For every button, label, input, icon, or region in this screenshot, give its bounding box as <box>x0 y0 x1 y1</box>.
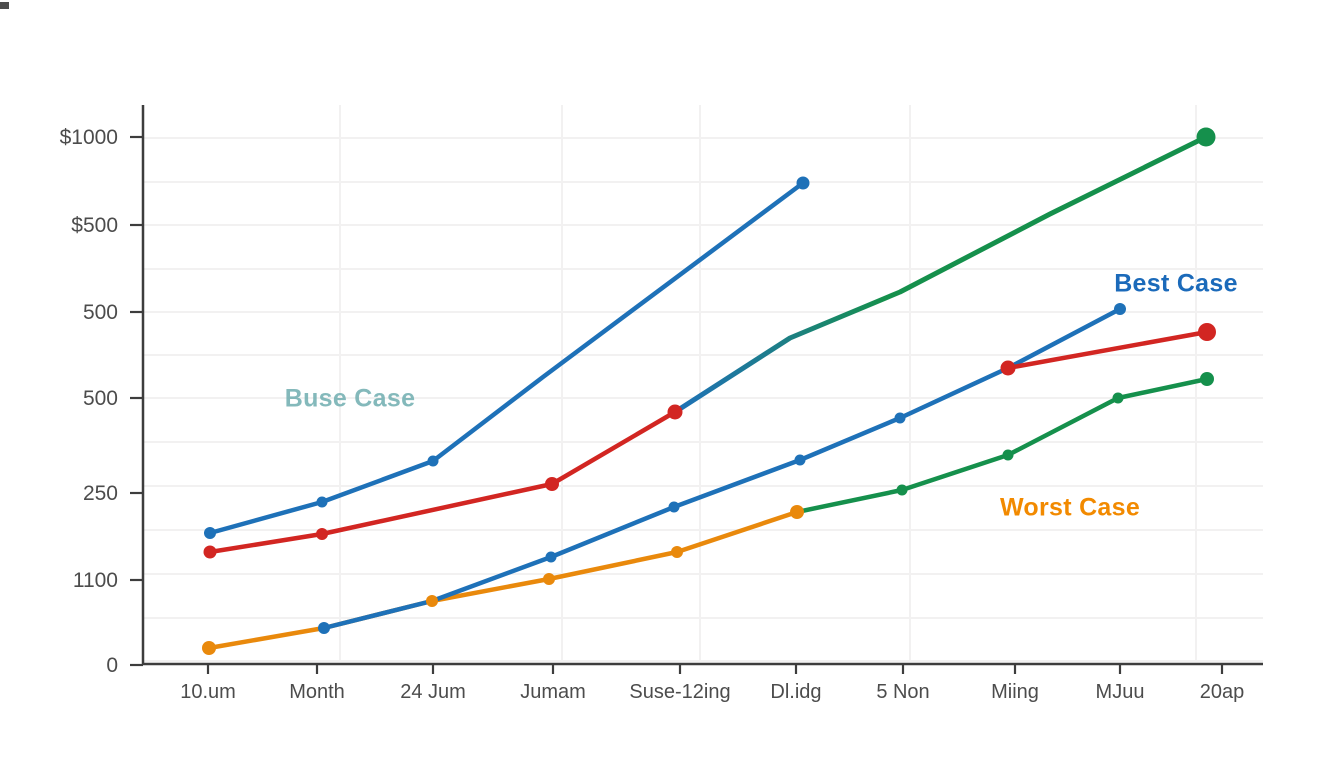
data-point-marker-red-right <box>1000 360 1016 376</box>
x-axis-tick-label: Dl.idg <box>770 681 821 703</box>
data-point-marker-red-left <box>316 528 328 540</box>
data-point-marker-green-lower <box>1002 449 1014 461</box>
x-axis-tick-label: Miing <box>991 681 1039 703</box>
annotation-best-case: Best Case <box>1114 269 1238 298</box>
data-point-marker-blue-upper <box>427 455 439 467</box>
data-point-marker-blue-best-case <box>545 551 557 563</box>
y-axis-tick-label: 500 <box>83 301 118 324</box>
data-point-marker-blue-best-case <box>668 501 680 513</box>
annotation-buse-case: Buse Case <box>284 384 416 413</box>
data-point-marker-orange-worst-case <box>671 546 683 558</box>
corner-artifact <box>0 2 9 9</box>
data-point-marker-blue-best-case <box>1114 303 1126 315</box>
data-point-marker-green-lower <box>1112 392 1124 404</box>
data-point-marker-blue-best-case <box>794 454 806 466</box>
y-axis-tick-label: 250 <box>83 482 118 505</box>
x-axis-tick-label: Suse-12ing <box>629 681 730 703</box>
data-point-marker-orange-worst-case <box>426 595 438 607</box>
y-axis-tick-label: $1000 <box>60 126 118 149</box>
x-axis-tick-label: Month <box>289 681 345 703</box>
y-axis-tick-label: $500 <box>71 214 118 237</box>
data-point-marker-blue-upper <box>204 527 216 539</box>
y-axis-tick-label: 500 <box>83 387 118 410</box>
series-line-blue-best-case <box>321 306 1123 631</box>
annotation-worst-case: Worst Case <box>999 493 1141 522</box>
y-axis-tick-label: 1100 <box>73 569 118 592</box>
data-point-marker-blue-best-case <box>894 412 906 424</box>
data-point-marker-orange-worst-case <box>543 573 555 585</box>
series-line-green-upper-gradient <box>672 134 1209 415</box>
data-point-marker-red-left <box>545 477 559 491</box>
x-axis-tick-label: 10.um <box>180 681 236 703</box>
data-point-marker-blue-upper <box>796 176 810 190</box>
x-axis-tick-label: Jumam <box>520 681 586 703</box>
data-point-marker-red-right <box>1198 323 1216 341</box>
data-point-marker-red-left <box>667 404 683 420</box>
data-point-marker-red-left <box>203 545 217 559</box>
x-axis-tick-label: 20ap <box>1200 681 1245 703</box>
series-line-blue-upper <box>207 180 806 536</box>
y-axis-tick-label: 0 <box>106 654 118 677</box>
series-line-red-left <box>207 409 678 555</box>
x-axis-tick-label: MJuu <box>1096 681 1145 703</box>
data-point-marker-green-lower <box>896 484 908 496</box>
data-point-marker-green-upper-gradient <box>1196 127 1216 147</box>
data-point-marker-blue-upper <box>316 496 328 508</box>
series-line-red-right <box>1005 329 1210 371</box>
data-point-marker-blue-best-case <box>318 622 330 634</box>
x-axis-tick-label: 5 Non <box>876 681 929 703</box>
series-line-orange-worst-case <box>206 509 800 651</box>
data-point-marker-green-lower <box>1200 372 1214 386</box>
data-point-marker-orange-worst-case <box>790 505 804 519</box>
data-point-marker-orange-worst-case <box>202 641 216 655</box>
x-axis-tick-label: 24 Jum <box>400 681 466 703</box>
